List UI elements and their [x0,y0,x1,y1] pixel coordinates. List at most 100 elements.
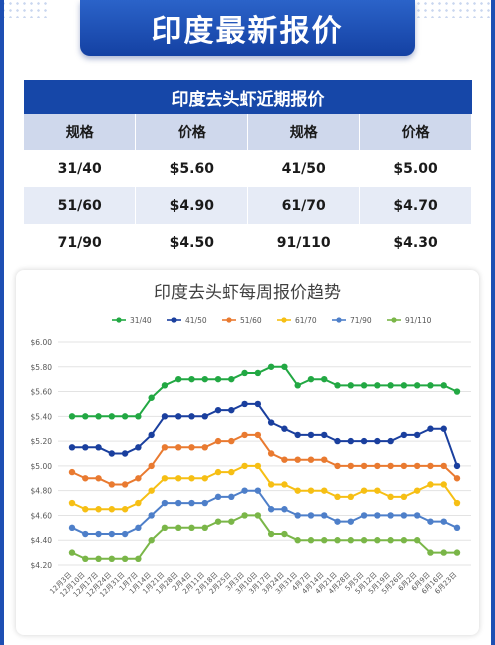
data-point [440,518,447,525]
data-point [294,512,301,519]
data-point [188,375,195,383]
legend-swatch-marker [336,317,342,323]
data-point [148,512,155,519]
data-point [95,444,102,451]
data-point [360,537,368,544]
table-cell: $4.70 [359,187,472,224]
data-point [201,444,208,451]
data-point [360,437,368,445]
data-point [387,462,394,470]
data-point [294,382,301,389]
data-point [321,487,328,494]
data-point [440,462,447,470]
data-point [413,537,421,544]
legend-label: 51/60 [240,316,262,325]
table-row: 71/90 $4.50 91/110 $4.30 [24,224,472,261]
data-point [108,506,116,513]
data-point [347,462,354,470]
table-cell: 51/60 [24,187,137,224]
data-point [241,400,248,408]
series-line [72,402,458,467]
data-point [188,524,195,532]
data-point [453,388,461,395]
data-point [413,431,421,439]
table-row: 31/40 $5.60 41/50 $5.00 [24,150,472,187]
data-point [135,444,142,451]
data-point [281,363,288,370]
trend-chart: $4.20 $4.40 $4.60 $4.80 $5.00 $5.20 $5.40 $5.60… [31,316,471,599]
data-point [135,499,142,507]
data-point [334,518,341,525]
data-point [188,413,195,420]
data-point [321,537,328,544]
data-point [228,406,235,414]
data-point [400,537,408,544]
data-point [161,524,169,532]
data-point [175,475,182,482]
data-point [82,530,89,538]
data-point [267,506,275,513]
data-point [400,431,408,439]
data-point [241,462,248,470]
page-title: 印度最新报价 [151,14,344,49]
decorative-dots [415,0,495,18]
chart-title: 印度去头虾每周报价趋势 [154,283,341,303]
data-point [228,493,235,501]
data-point [400,512,408,519]
data-point [241,431,248,439]
data-point [214,468,222,476]
data-point [307,487,315,494]
data-point [254,462,262,470]
data-point [254,369,262,377]
data-point [440,425,447,432]
data-point [321,512,328,519]
y-tick-label: $4.80 [31,487,53,496]
legend-swatch-marker [391,317,397,323]
data-point [281,425,288,432]
data-point [135,475,142,482]
data-point [201,475,208,482]
legend-swatch-marker [226,317,232,323]
data-point [294,456,301,463]
data-point [175,413,182,420]
data-point [188,444,195,451]
data-point [201,375,208,383]
data-point [427,481,434,488]
data-point [161,475,169,482]
y-tick-label: $5.00 [31,462,53,471]
legend-label: 71/90 [350,316,372,325]
data-point [321,431,328,439]
y-tick-label: $4.20 [31,561,53,570]
data-point [307,456,315,463]
data-point [188,499,195,507]
header-cell: 价格 [135,114,249,150]
data-point [82,413,89,420]
decorative-dots [0,0,50,18]
data-point [241,369,248,377]
data-point [68,499,76,507]
data-point [68,468,76,476]
legend-label: 41/50 [185,316,207,325]
data-point [121,506,129,513]
data-point [440,382,447,389]
data-point [135,413,142,420]
data-point [254,400,262,408]
y-tick-label: $5.20 [31,437,53,446]
data-point [267,530,275,538]
y-tick-label: $4.60 [31,511,53,520]
data-point [228,518,235,525]
data-point [334,437,341,445]
data-point [214,375,222,383]
data-point [360,462,368,470]
data-point [254,431,262,439]
data-point [400,462,408,470]
data-point [267,363,275,370]
data-point [148,431,155,439]
data-point [427,518,434,525]
data-point [281,456,288,463]
header-cell: 价格 [359,114,472,150]
table-cell: $5.00 [359,150,472,187]
data-point [214,406,222,414]
table-cell: $4.30 [359,224,472,261]
data-point [347,537,354,544]
